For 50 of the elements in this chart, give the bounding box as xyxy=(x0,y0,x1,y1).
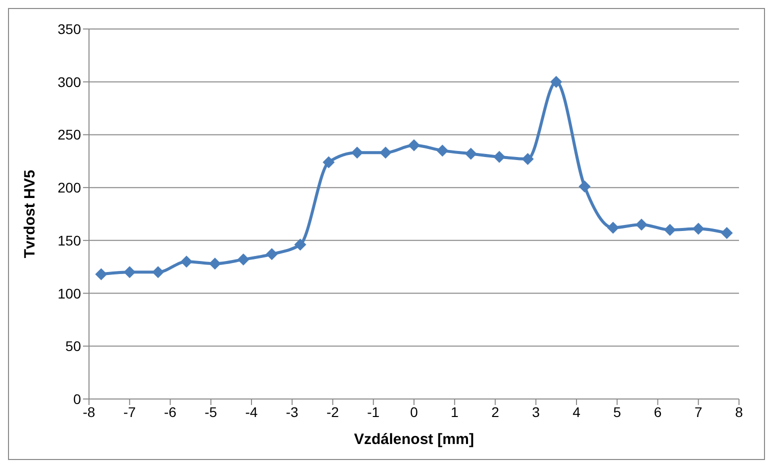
point xyxy=(522,153,534,166)
point xyxy=(578,180,591,193)
y-tick-label: 0 xyxy=(73,390,82,407)
y-tick-label: 200 xyxy=(58,180,82,196)
point xyxy=(351,146,364,159)
x-tick-label: -5 xyxy=(204,404,218,420)
x-tick-label: 7 xyxy=(694,404,702,420)
point xyxy=(124,266,136,278)
point xyxy=(464,148,477,160)
x-tick-label: -4 xyxy=(245,404,258,420)
point xyxy=(664,224,676,236)
y-tick-label: 150 xyxy=(58,232,82,248)
x-tick-label: 1 xyxy=(450,404,459,420)
x-tick-label: 8 xyxy=(735,404,744,420)
y-tick-label: 350 xyxy=(58,20,82,37)
x-tick-label: -6 xyxy=(164,404,177,420)
point xyxy=(380,146,392,159)
x-tick-label: -3 xyxy=(286,404,299,420)
point xyxy=(692,222,704,235)
point xyxy=(237,253,250,266)
x-tick-label: 0 xyxy=(410,404,418,420)
x-tick-label: 4 xyxy=(572,404,581,420)
point xyxy=(607,222,620,234)
point xyxy=(408,139,420,152)
y-axis-title: Tvrdost HV5 xyxy=(21,170,38,258)
x-tick-label: 6 xyxy=(654,404,662,420)
y-tick-label: 300 xyxy=(58,74,82,90)
y-tick-label: 250 xyxy=(58,126,82,143)
point xyxy=(720,227,733,240)
x-tick-label: -7 xyxy=(123,404,136,420)
x-tick-label: -1 xyxy=(367,404,380,420)
x-tick-label: -8 xyxy=(82,404,96,420)
point xyxy=(493,150,506,163)
y-tick-label: 100 xyxy=(58,285,82,302)
point xyxy=(550,76,562,88)
point xyxy=(95,268,108,280)
point xyxy=(152,266,164,278)
x-tick-label: 5 xyxy=(613,404,622,420)
point xyxy=(180,256,192,268)
point xyxy=(266,248,278,260)
point xyxy=(294,238,306,251)
x-tick-label: -2 xyxy=(326,404,340,420)
point xyxy=(208,258,221,270)
point xyxy=(636,218,648,231)
x-tick-label: 2 xyxy=(491,404,500,420)
x-tick-label: 3 xyxy=(532,404,540,420)
point xyxy=(436,144,448,157)
y-tick-label: 50 xyxy=(65,338,82,354)
x-axis-title: Vzdálenost [mm] xyxy=(354,431,474,448)
point xyxy=(322,156,335,168)
